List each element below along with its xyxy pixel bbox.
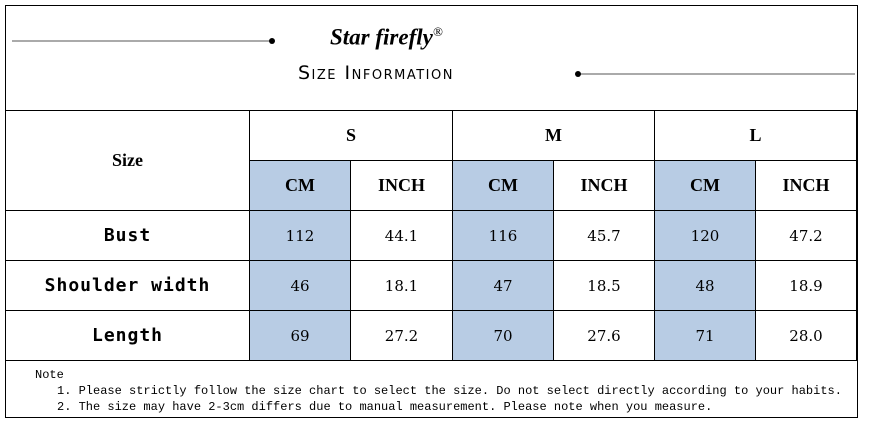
size-value: 112 <box>250 211 351 261</box>
size-label: Size <box>5 111 250 211</box>
size-value: 27.6 <box>554 311 655 361</box>
size-value: 69 <box>250 311 351 361</box>
size-value: 47 <box>453 261 554 311</box>
size-header: L <box>655 111 857 161</box>
size-value: 116 <box>453 211 554 261</box>
brand: Star firefly® <box>330 24 443 51</box>
size-value: 47.2 <box>756 211 857 261</box>
size-value: 28.0 <box>756 311 857 361</box>
note-item: 1. Please strictly follow the size chart… <box>57 384 842 398</box>
size-value: 18.9 <box>756 261 857 311</box>
size-value: 27.2 <box>351 311 453 361</box>
size-header: M <box>453 111 655 161</box>
registered-mark: ® <box>432 24 443 39</box>
row-label: Length <box>5 311 250 361</box>
size-value: 44.1 <box>351 211 453 261</box>
note-item: 2. The size may have 2-3cm differs due t… <box>57 400 713 414</box>
size-value: 48 <box>655 261 756 311</box>
size-value: 70 <box>453 311 554 361</box>
note-title: Note <box>35 368 64 382</box>
size-value: 45.7 <box>554 211 655 261</box>
brand-name: Star firefly <box>330 24 433 50</box>
size-value: 120 <box>655 211 756 261</box>
unit-header: CM <box>250 161 351 211</box>
row-label: Shoulder width <box>5 261 250 311</box>
header-decor <box>12 38 855 77</box>
unit-header: CM <box>655 161 756 211</box>
row-label: Bust <box>5 211 250 261</box>
unit-header: INCH <box>351 161 453 211</box>
unit-header: INCH <box>756 161 857 211</box>
header-title: Size Information <box>298 62 454 84</box>
size-header: S <box>250 111 453 161</box>
size-value: 71 <box>655 311 756 361</box>
size-value: 18.1 <box>351 261 453 311</box>
unit-header: CM <box>453 161 554 211</box>
table-top-border <box>5 110 857 111</box>
unit-header: INCH <box>554 161 655 211</box>
size-value: 46 <box>250 261 351 311</box>
size-value: 18.5 <box>554 261 655 311</box>
